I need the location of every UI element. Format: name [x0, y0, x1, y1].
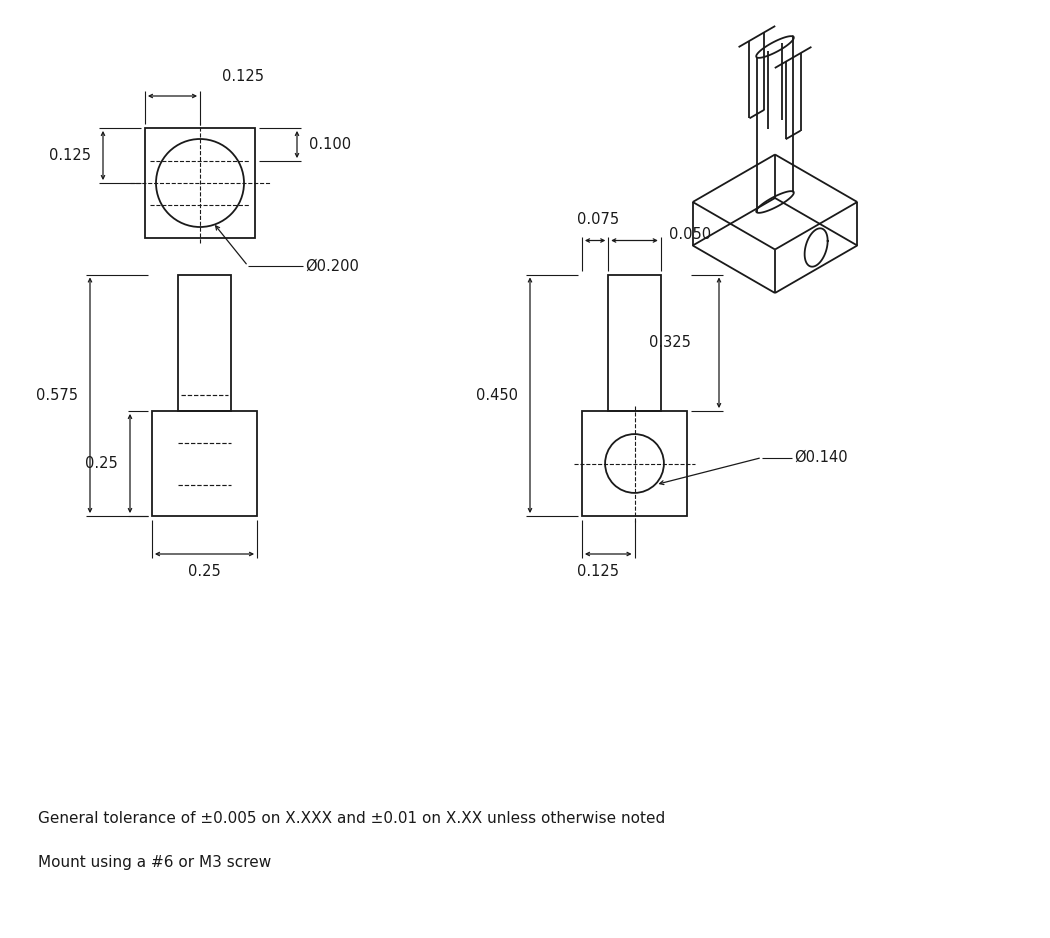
- Text: 0.100: 0.100: [309, 137, 351, 152]
- Text: 0.325: 0.325: [649, 335, 691, 350]
- Text: General tolerance of ±0.005 on X.XXX and ±0.01 on X.XX unless otherwise noted: General tolerance of ±0.005 on X.XXX and…: [38, 811, 666, 826]
- Text: 0.25: 0.25: [85, 456, 118, 471]
- Text: 0.075: 0.075: [578, 211, 619, 226]
- Bar: [145, 128, 255, 238]
- Bar: [152, 411, 257, 516]
- Text: 0.450: 0.450: [476, 387, 518, 402]
- Text: Ø0.200: Ø0.200: [304, 259, 359, 274]
- Text: 0.25: 0.25: [188, 564, 220, 579]
- Bar: [178, 275, 231, 411]
- Bar: [608, 275, 660, 411]
- Text: 0.125: 0.125: [578, 564, 619, 579]
- Text: 0.125: 0.125: [222, 69, 264, 84]
- Bar: [582, 411, 687, 516]
- Text: Ø0.140: Ø0.140: [794, 450, 847, 465]
- Text: 0.575: 0.575: [36, 387, 78, 402]
- Text: 0.050: 0.050: [669, 227, 711, 242]
- Text: Mount using a #6 or M3 screw: Mount using a #6 or M3 screw: [38, 855, 271, 870]
- Text: 0.125: 0.125: [49, 148, 91, 163]
